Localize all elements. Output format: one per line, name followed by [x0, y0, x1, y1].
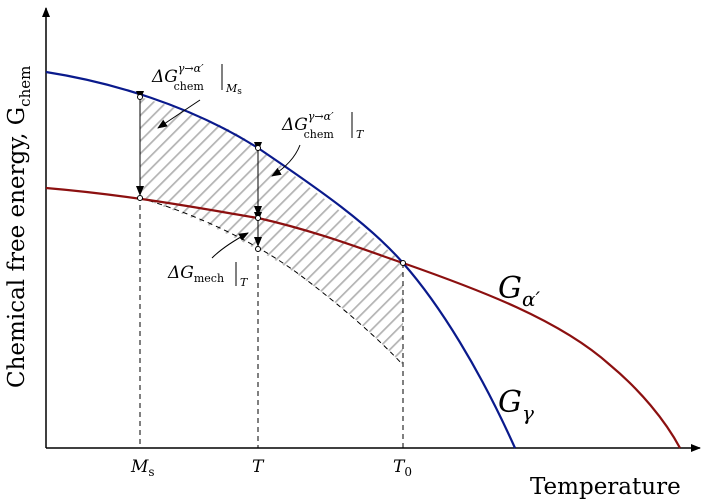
chem-t-label: ΔGγ→α′ chem T [281, 110, 365, 141]
t-mech-point [255, 246, 261, 252]
hatched-driving-force-region [140, 97, 403, 365]
tick-ms: Ms [130, 457, 155, 479]
t0-point [400, 260, 406, 266]
ms-gamma-point [137, 94, 143, 100]
svg-text:ΔGγ→α′chem: ΔGγ→α′ chem [151, 62, 204, 93]
tick-t: T [252, 457, 265, 477]
chem-ms-label: ΔGγ→α′ chem Ms [151, 62, 242, 97]
svg-text:T: T [240, 276, 249, 289]
gamma-label: Gγ [498, 385, 534, 425]
alpha-prime-label: Gα′ [498, 271, 540, 311]
svg-text:ΔGmech: ΔGmech [167, 263, 224, 285]
mech-t-label: ΔGmech T [167, 262, 249, 289]
chem-t-callout-arrow [271, 144, 301, 177]
x-axis-label: Temperature [530, 474, 681, 500]
ms-alpha-point [137, 195, 143, 201]
chem-ms-callout-arrow [157, 99, 201, 129]
tick-t0: T0 [393, 457, 412, 479]
t-gamma-point [255, 145, 261, 151]
svg-text:T: T [356, 128, 365, 141]
mech-t-callout-arrow [211, 232, 249, 259]
svg-text:ΔGγ→α′chem: ΔGγ→α′ chem [281, 110, 334, 141]
y-axis-label: Chemical free energy, Gchem [4, 66, 34, 388]
t-alpha-point [255, 215, 261, 221]
svg-text:Ms: Ms [225, 82, 242, 97]
